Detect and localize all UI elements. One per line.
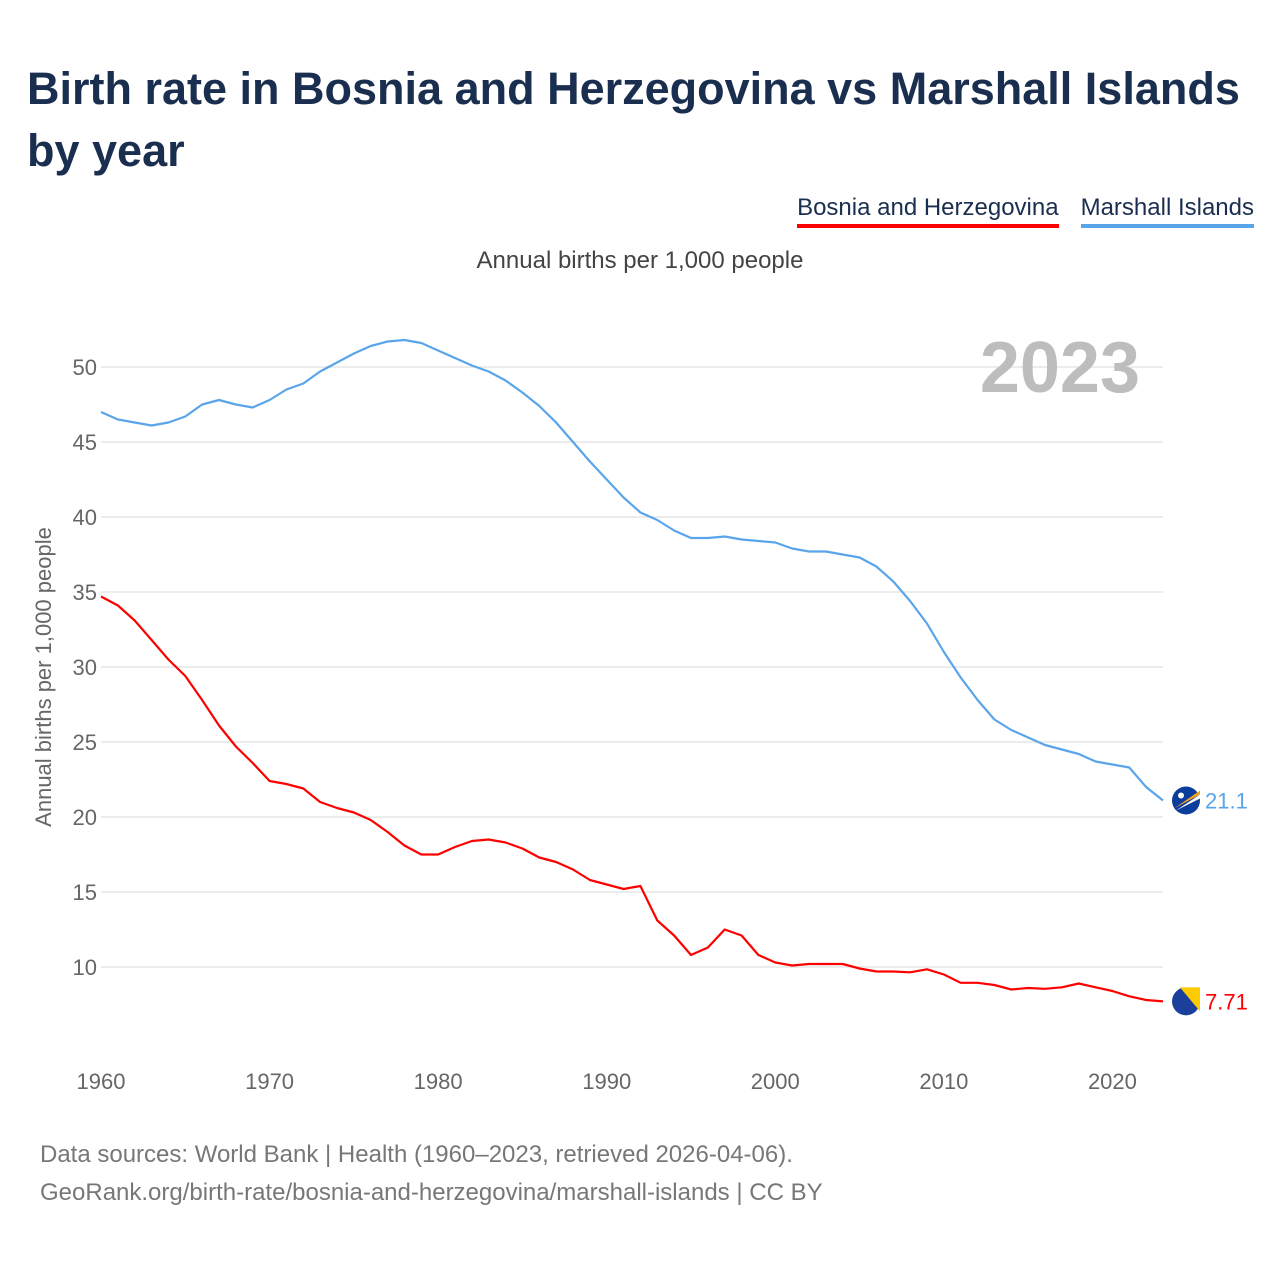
chart-title: Birth rate in Bosnia and Herzegovina vs … — [27, 63, 1240, 176]
chart-subtitle: Annual births per 1,000 people — [476, 247, 804, 274]
bosnia-flag-icon — [1172, 987, 1200, 1016]
x-tick-label: 1970 — [245, 1069, 294, 1094]
y-tick-label: 45 — [73, 430, 97, 455]
y-tick-label: 35 — [73, 580, 97, 605]
y-tick-label: 20 — [73, 805, 97, 830]
y-tick-label: 50 — [73, 355, 97, 380]
end-value-label: 7.71 — [1205, 989, 1248, 1014]
x-tick-label: 2010 — [919, 1069, 968, 1094]
y-tick-label: 15 — [73, 880, 97, 905]
marshall-islands-flag-icon — [1172, 786, 1200, 815]
series-line-marshall-islands[interactable] — [100, 338, 1164, 802]
legend-item-bosnia[interactable]: Bosnia and Herzegovina — [797, 194, 1059, 228]
y-tick-label: 25 — [73, 730, 97, 755]
data-source-text: Data sources: World Bank | Health (1960–… — [40, 1141, 793, 1168]
y-tick-label: 40 — [73, 505, 97, 530]
x-tick-label: 1980 — [414, 1069, 463, 1094]
y-tick-label: 30 — [73, 655, 97, 680]
footer: Data sources: World Bank | Health (1960–… — [40, 1136, 823, 1212]
y-tick-label: 10 — [73, 955, 97, 980]
year-label: 2023 — [980, 328, 1140, 408]
y-axis-label: Annual births per 1,000 people — [31, 527, 56, 827]
end-value-label: 21.1 — [1205, 789, 1248, 814]
source-url-text: GeoRank.org/birth-rate/bosnia-and-herzeg… — [40, 1179, 823, 1206]
legend: Bosnia and Herzegovina Marshall Islands — [797, 194, 1254, 228]
series-line-bosnia-and-herzegovina[interactable] — [100, 595, 1164, 1003]
x-tick-label: 2000 — [751, 1069, 800, 1094]
x-tick-label: 1990 — [582, 1069, 631, 1094]
x-tick-label: 1960 — [77, 1069, 126, 1094]
x-tick-label: 2020 — [1088, 1069, 1137, 1094]
legend-item-marshall-islands[interactable]: Marshall Islands — [1080, 194, 1254, 228]
